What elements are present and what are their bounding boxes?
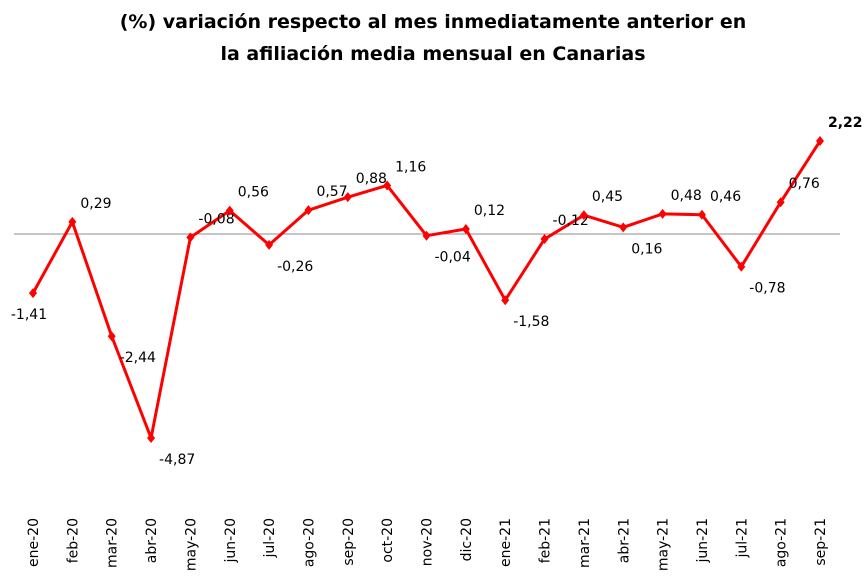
x-tick-label: sep-20 [341,518,357,566]
data-label: 0,48 [671,188,702,204]
marker [186,232,195,243]
marker [422,230,431,241]
x-tick-label: feb-20 [65,518,81,563]
marker [737,261,746,272]
marker [540,234,549,245]
x-tick-label: sep-21 [813,518,829,566]
data-label: 0,16 [631,241,662,257]
data-label: 0,88 [356,171,387,187]
marker [501,295,510,306]
data-label: -0,08 [198,211,234,227]
marker [383,180,392,191]
marker [816,136,824,147]
marker [776,197,785,208]
data-label: -1,41 [11,307,47,323]
data-label: -0,26 [277,259,313,275]
marker [697,209,706,220]
marker [29,288,37,299]
x-tick-label: ene-21 [498,518,514,567]
marker [658,208,667,219]
data-label: -0,12 [553,213,589,229]
data-label: -1,58 [513,314,549,330]
x-tick-label: mar-21 [577,518,593,568]
marker [107,331,116,342]
x-tick-label: oct-20 [380,518,396,563]
data-label: 0,76 [789,176,820,192]
chart-title: (%) variación respecto al mes inmediatam… [120,11,747,33]
data-label: 2,22 [828,115,863,131]
data-label: -2,44 [120,350,156,366]
data-label: -0,78 [749,281,785,297]
x-tick-label: jul-21 [734,518,750,559]
x-tick-label: may-21 [656,518,672,571]
x-tick-label: mar-20 [105,518,121,568]
x-tick-label: nov-20 [420,518,436,566]
marker [304,205,313,216]
data-label: 1,16 [395,159,426,175]
marker [147,433,156,444]
data-label: 0,45 [592,189,623,205]
x-tick-label: dic-20 [459,518,475,561]
data-label: -4,87 [159,452,195,468]
data-label: 0,12 [474,203,505,219]
marker [68,216,77,227]
marker [461,224,470,235]
chart-title: la afiliación media mensual en Canarias [220,43,645,65]
x-tick-label: ago-20 [301,518,317,567]
x-tick-label: abr-20 [144,518,160,563]
data-label: 0,46 [710,189,741,205]
x-tick-label: ago-21 [774,518,790,567]
x-tick-label: jul-20 [262,518,278,559]
x-tick-label: abr-21 [616,518,632,563]
marker [265,239,274,250]
marker [579,210,588,221]
x-tick-label: ene-20 [26,518,42,567]
x-tick-label: jun-21 [695,518,711,564]
marker [619,222,628,233]
x-tick-label: may-20 [183,518,199,571]
data-label: -0,04 [435,250,471,266]
x-tick-label: feb-21 [538,518,554,563]
data-label: 0,56 [238,185,269,201]
line [31,140,822,440]
marker [343,192,352,203]
data-label: 0,29 [80,196,111,212]
data-label: 0,57 [316,184,347,200]
marker [225,205,234,216]
x-tick-label: jun-20 [223,518,239,564]
